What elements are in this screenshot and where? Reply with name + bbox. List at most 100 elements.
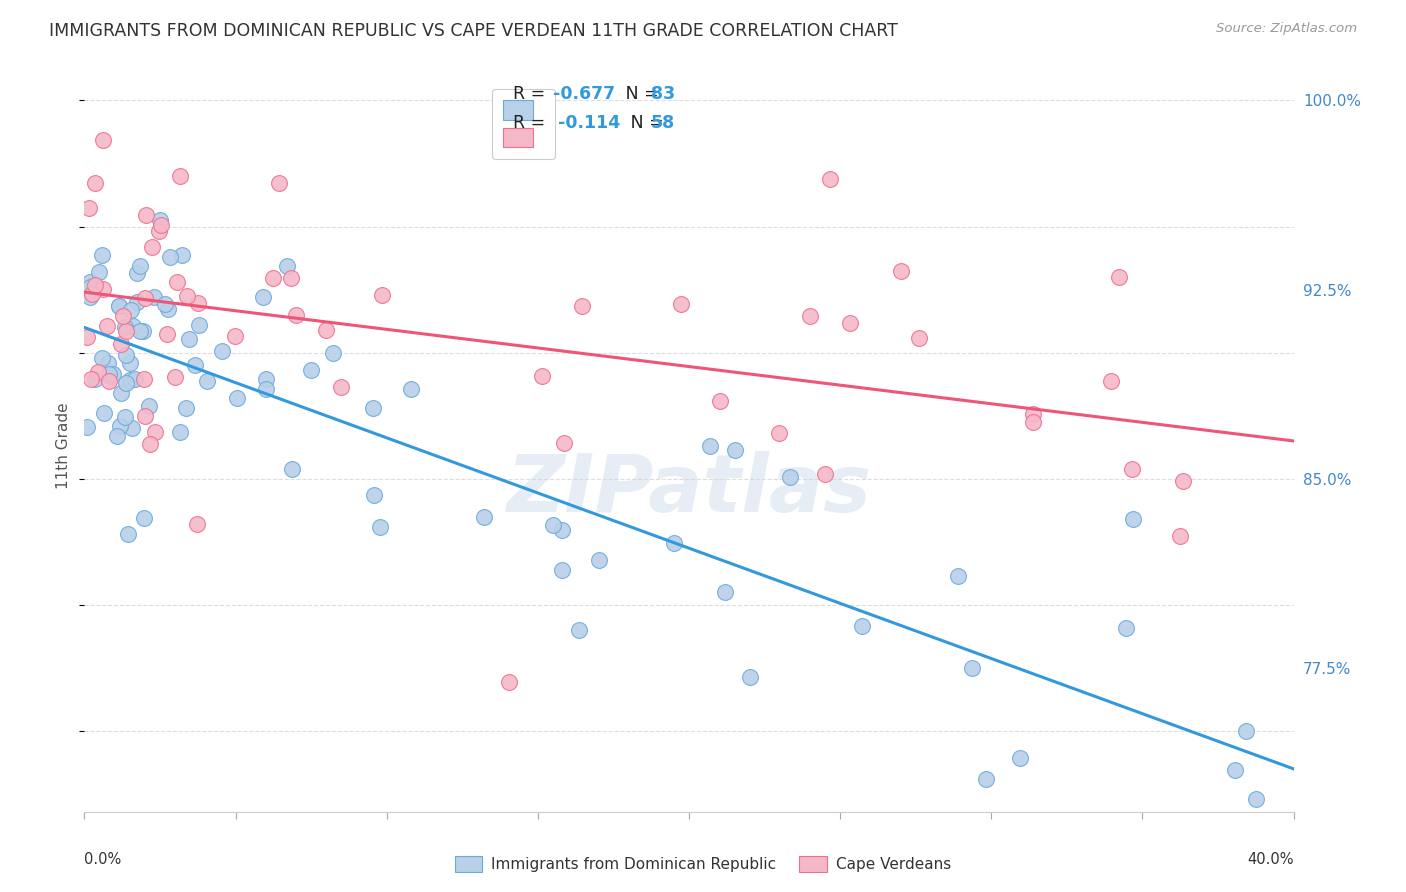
Point <box>363 488 385 502</box>
Point <box>114 319 136 334</box>
Point <box>254 382 277 396</box>
Point <box>122 318 145 333</box>
Point <box>76 419 98 434</box>
Point <box>84 176 107 190</box>
Y-axis label: 11th Grade: 11th Grade <box>56 402 72 490</box>
Point <box>224 329 246 343</box>
Point <box>89 265 111 279</box>
Point <box>1022 408 1045 422</box>
Point <box>166 276 188 290</box>
Point <box>960 661 983 675</box>
Point <box>299 363 322 377</box>
Text: ZIPatlas: ZIPatlas <box>506 450 872 529</box>
Text: 0.0%: 0.0% <box>84 852 121 867</box>
Point <box>129 324 152 338</box>
Point <box>276 259 298 273</box>
Point <box>588 553 610 567</box>
Text: 58: 58 <box>651 114 675 132</box>
Point <box>472 509 495 524</box>
Point <box>1246 792 1268 806</box>
Point <box>368 520 391 534</box>
Point <box>267 176 290 190</box>
Point <box>118 356 141 370</box>
Point <box>124 372 146 386</box>
Point <box>97 367 120 381</box>
Point <box>101 368 124 382</box>
Point <box>134 291 156 305</box>
Point <box>179 332 201 346</box>
Point <box>186 516 208 531</box>
Point <box>91 248 114 262</box>
Point <box>90 351 112 366</box>
Point <box>84 372 107 386</box>
Point <box>709 393 731 408</box>
Point <box>93 406 115 420</box>
Point <box>543 518 565 533</box>
Point <box>97 375 120 389</box>
Legend: Immigrants from Dominican Republic, Cape Verdeans: Immigrants from Dominican Republic, Cape… <box>447 848 959 880</box>
Point <box>118 373 141 387</box>
Point <box>110 385 132 400</box>
Point <box>80 287 103 301</box>
Point <box>121 421 143 435</box>
Point <box>399 382 422 396</box>
Point <box>170 248 193 262</box>
Point <box>838 316 860 330</box>
Point <box>946 569 969 583</box>
Point <box>96 318 118 333</box>
Point <box>176 289 198 303</box>
Point <box>135 208 157 222</box>
Point <box>799 309 821 323</box>
Point <box>1171 475 1194 489</box>
Text: N =: N = <box>614 114 669 132</box>
Point <box>165 370 187 384</box>
Point <box>114 376 136 390</box>
Point <box>1121 462 1143 476</box>
Point <box>738 670 761 684</box>
Point <box>91 282 114 296</box>
Point <box>134 409 156 423</box>
Point <box>107 299 129 313</box>
Point <box>371 287 394 301</box>
Point <box>98 368 121 383</box>
Text: 40.0%: 40.0% <box>1247 852 1294 867</box>
Point <box>76 330 98 344</box>
Point <box>361 401 384 415</box>
Point <box>1108 269 1130 284</box>
Point <box>156 326 179 341</box>
Point <box>159 251 181 265</box>
Point <box>568 623 591 637</box>
Point <box>1234 723 1257 738</box>
Point <box>83 278 105 293</box>
Point <box>125 295 148 310</box>
Point <box>1099 374 1122 388</box>
Point <box>105 429 128 443</box>
Point <box>1122 511 1144 525</box>
Point <box>148 224 170 238</box>
Point <box>329 380 352 394</box>
Point <box>97 355 120 369</box>
Point <box>254 372 277 386</box>
Point <box>155 296 177 310</box>
Point <box>724 442 747 457</box>
Point <box>285 309 308 323</box>
Point <box>226 391 249 405</box>
Point <box>1115 621 1137 635</box>
Point <box>551 523 574 537</box>
Point <box>187 318 209 332</box>
Point <box>818 172 841 186</box>
Point <box>150 218 173 232</box>
Point <box>156 301 179 316</box>
Point <box>1022 415 1045 429</box>
Legend: , : , <box>492 88 555 159</box>
Point <box>779 470 801 484</box>
Point <box>211 343 233 358</box>
Point <box>115 349 138 363</box>
Point <box>79 290 101 304</box>
Point <box>197 374 219 388</box>
Point <box>139 436 162 450</box>
Point <box>714 585 737 599</box>
Point <box>77 201 100 215</box>
Point <box>138 399 160 413</box>
Point <box>1168 529 1191 543</box>
